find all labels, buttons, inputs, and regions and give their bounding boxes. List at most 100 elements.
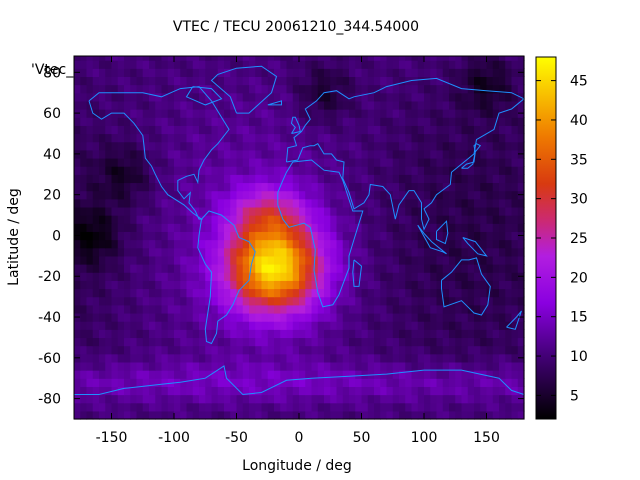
heatmap-cell [461, 117, 469, 126]
heatmap-cell [486, 247, 494, 257]
heatmap-cell [199, 378, 206, 387]
heatmap-cell [280, 76, 288, 86]
heatmap-cell [380, 92, 388, 102]
heatmap-cell [474, 60, 481, 69]
heatmap-cell [80, 280, 88, 290]
heatmap-cell [111, 370, 119, 379]
heatmap-cell [261, 84, 269, 94]
heatmap-cell [449, 60, 456, 69]
heatmap-cell [86, 76, 94, 86]
heatmap-cell [480, 361, 488, 371]
heatmap-cell [442, 117, 450, 126]
heatmap-cell [330, 133, 338, 143]
heatmap-cell [324, 190, 331, 200]
heatmap-cell [155, 100, 163, 110]
heatmap-cell [349, 361, 356, 371]
heatmap-cell [480, 141, 488, 151]
heatmap-cell [330, 321, 338, 330]
heatmap-cell [461, 337, 469, 347]
heatmap-cell [205, 239, 213, 249]
heatmap-cell [274, 68, 281, 77]
heatmap-cell [186, 166, 194, 175]
heatmap-cell [130, 288, 138, 298]
heatmap-cell [86, 402, 94, 412]
heatmap-cell [80, 117, 88, 126]
heatmap-cell [261, 206, 269, 216]
heatmap-cell [486, 394, 494, 404]
heatmap-cell [455, 321, 463, 330]
heatmap-cell [461, 264, 469, 273]
heatmap-cell [317, 239, 325, 249]
heatmap-cell [374, 410, 381, 420]
heatmap-cell [192, 386, 200, 396]
heatmap-cell [86, 378, 94, 387]
heatmap-cell [311, 117, 319, 126]
heatmap-cell [311, 182, 319, 192]
heatmap-cell [455, 141, 463, 151]
heatmap-cell [399, 312, 406, 322]
heatmap-cell [392, 60, 400, 69]
heatmap-cell [280, 304, 288, 314]
heatmap-cell [261, 68, 269, 77]
heatmap-cell [292, 361, 300, 371]
heatmap-cell [305, 353, 313, 363]
heatmap-cell [424, 288, 431, 298]
heatmap-cell [105, 125, 113, 135]
heatmap-cell [324, 345, 331, 355]
heatmap-cell [292, 157, 300, 167]
heatmap-cell [317, 402, 325, 412]
heatmap-cell [442, 198, 450, 208]
heatmap-cell [492, 312, 500, 322]
heatmap-cell [74, 117, 81, 126]
heatmap-cell [142, 272, 150, 281]
heatmap-cell [142, 68, 150, 77]
heatmap-cell [136, 149, 144, 159]
heatmap-cell [286, 288, 294, 298]
heatmap-cell [424, 239, 431, 249]
heatmap-cell [111, 100, 119, 110]
heatmap-cell [86, 117, 94, 126]
heatmap-cell [255, 402, 263, 412]
heatmap-cell [124, 370, 131, 379]
heatmap-cell [155, 84, 163, 94]
heatmap-cell [80, 231, 88, 241]
heatmap-cell [249, 402, 256, 412]
heatmap-cell [105, 198, 113, 208]
heatmap-cell [167, 402, 175, 412]
heatmap-cell [317, 345, 325, 355]
heatmap-cell [467, 68, 475, 77]
heatmap-cell [80, 264, 88, 273]
heatmap-cell [380, 215, 388, 224]
heatmap-cell [142, 133, 150, 143]
heatmap-cell [230, 288, 238, 298]
heatmap-cell [342, 370, 350, 379]
heatmap-cell [430, 133, 438, 143]
heatmap-cell [505, 149, 513, 159]
heatmap-cell [124, 264, 131, 273]
heatmap-cell [455, 312, 463, 322]
heatmap-cell [324, 198, 331, 208]
heatmap-cell [80, 247, 88, 257]
heatmap-cell [474, 92, 481, 102]
heatmap-cell [261, 157, 269, 167]
heatmap-cell [261, 353, 269, 363]
heatmap-cell [105, 361, 113, 371]
heatmap-cell [149, 345, 156, 355]
heatmap-cell [355, 68, 363, 77]
heatmap-cell [155, 117, 163, 126]
heatmap-cell [455, 223, 463, 232]
heatmap-cell [286, 56, 294, 61]
heatmap-cell [436, 231, 444, 241]
heatmap-cell [217, 255, 225, 265]
heatmap-cell [461, 223, 469, 232]
heatmap-cell [242, 92, 250, 102]
heatmap-cell [492, 402, 500, 412]
heatmap-cell [492, 337, 500, 347]
heatmap-cell [486, 149, 494, 159]
heatmap-cell [486, 206, 494, 216]
heatmap-cell [430, 223, 438, 232]
heatmap-cell [392, 247, 400, 257]
heatmap-cell [124, 182, 131, 192]
heatmap-cell [317, 174, 325, 184]
heatmap-cell [286, 370, 294, 379]
